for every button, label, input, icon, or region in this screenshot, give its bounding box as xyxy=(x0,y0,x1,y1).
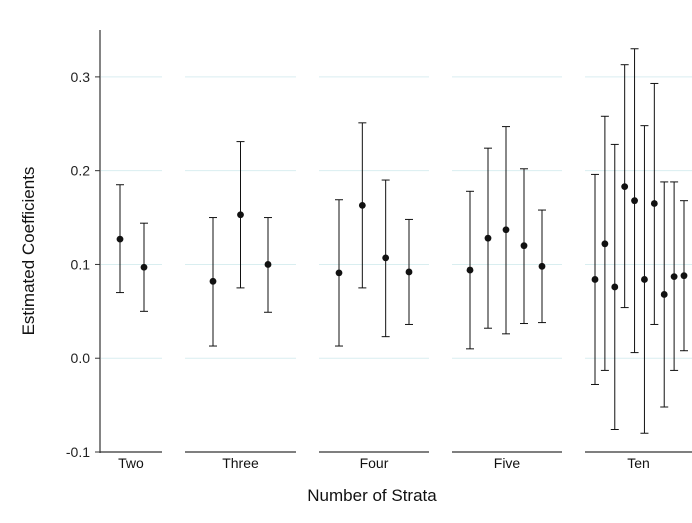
y-tick-label: 0.1 xyxy=(71,256,91,272)
facet-label: Ten xyxy=(627,455,650,471)
facet-label: Four xyxy=(360,455,389,471)
estimate-point xyxy=(237,211,244,219)
estimate-point xyxy=(335,269,343,277)
estimate-point xyxy=(670,273,678,281)
x-axis-title: Number of Strata xyxy=(307,486,437,505)
estimate-point xyxy=(502,226,510,234)
facet-label: Three xyxy=(222,455,259,471)
estimate-point xyxy=(680,272,688,280)
estimate-point xyxy=(116,235,124,243)
estimate-point xyxy=(601,240,609,248)
estimate-point xyxy=(520,242,528,250)
estimate-point xyxy=(382,254,390,262)
facet-label: Five xyxy=(494,455,521,471)
estimate-point xyxy=(484,234,492,242)
estimate-point xyxy=(641,276,648,283)
estimate-point xyxy=(611,283,619,291)
estimate-point xyxy=(209,277,217,285)
y-axis-title: Estimated Coefficients xyxy=(19,167,38,336)
y-axis: -0.1 0.0 0.1 0.2 0.3 xyxy=(66,30,101,460)
y-tick-label: 0.3 xyxy=(71,69,91,85)
y-tick-label: -0.1 xyxy=(66,444,90,460)
estimate-point xyxy=(621,183,629,191)
estimate-point xyxy=(591,276,599,283)
estimate-point xyxy=(264,261,272,268)
estimate-point xyxy=(650,200,658,207)
grid-layer xyxy=(101,76,692,453)
y-tick-label: 0.0 xyxy=(71,350,91,366)
marks-layer xyxy=(116,48,688,434)
estimate-point xyxy=(631,197,638,205)
facet-axes: Two Three Four Five Ten xyxy=(100,451,692,471)
estimate-point xyxy=(660,291,668,298)
estimate-point xyxy=(466,266,474,274)
facet-label: Two xyxy=(118,455,144,471)
estimate-point xyxy=(140,263,148,271)
estimate-point xyxy=(405,268,413,276)
y-tick-label: 0.2 xyxy=(71,163,91,179)
estimate-point xyxy=(538,262,546,270)
estimate-point xyxy=(358,201,366,209)
